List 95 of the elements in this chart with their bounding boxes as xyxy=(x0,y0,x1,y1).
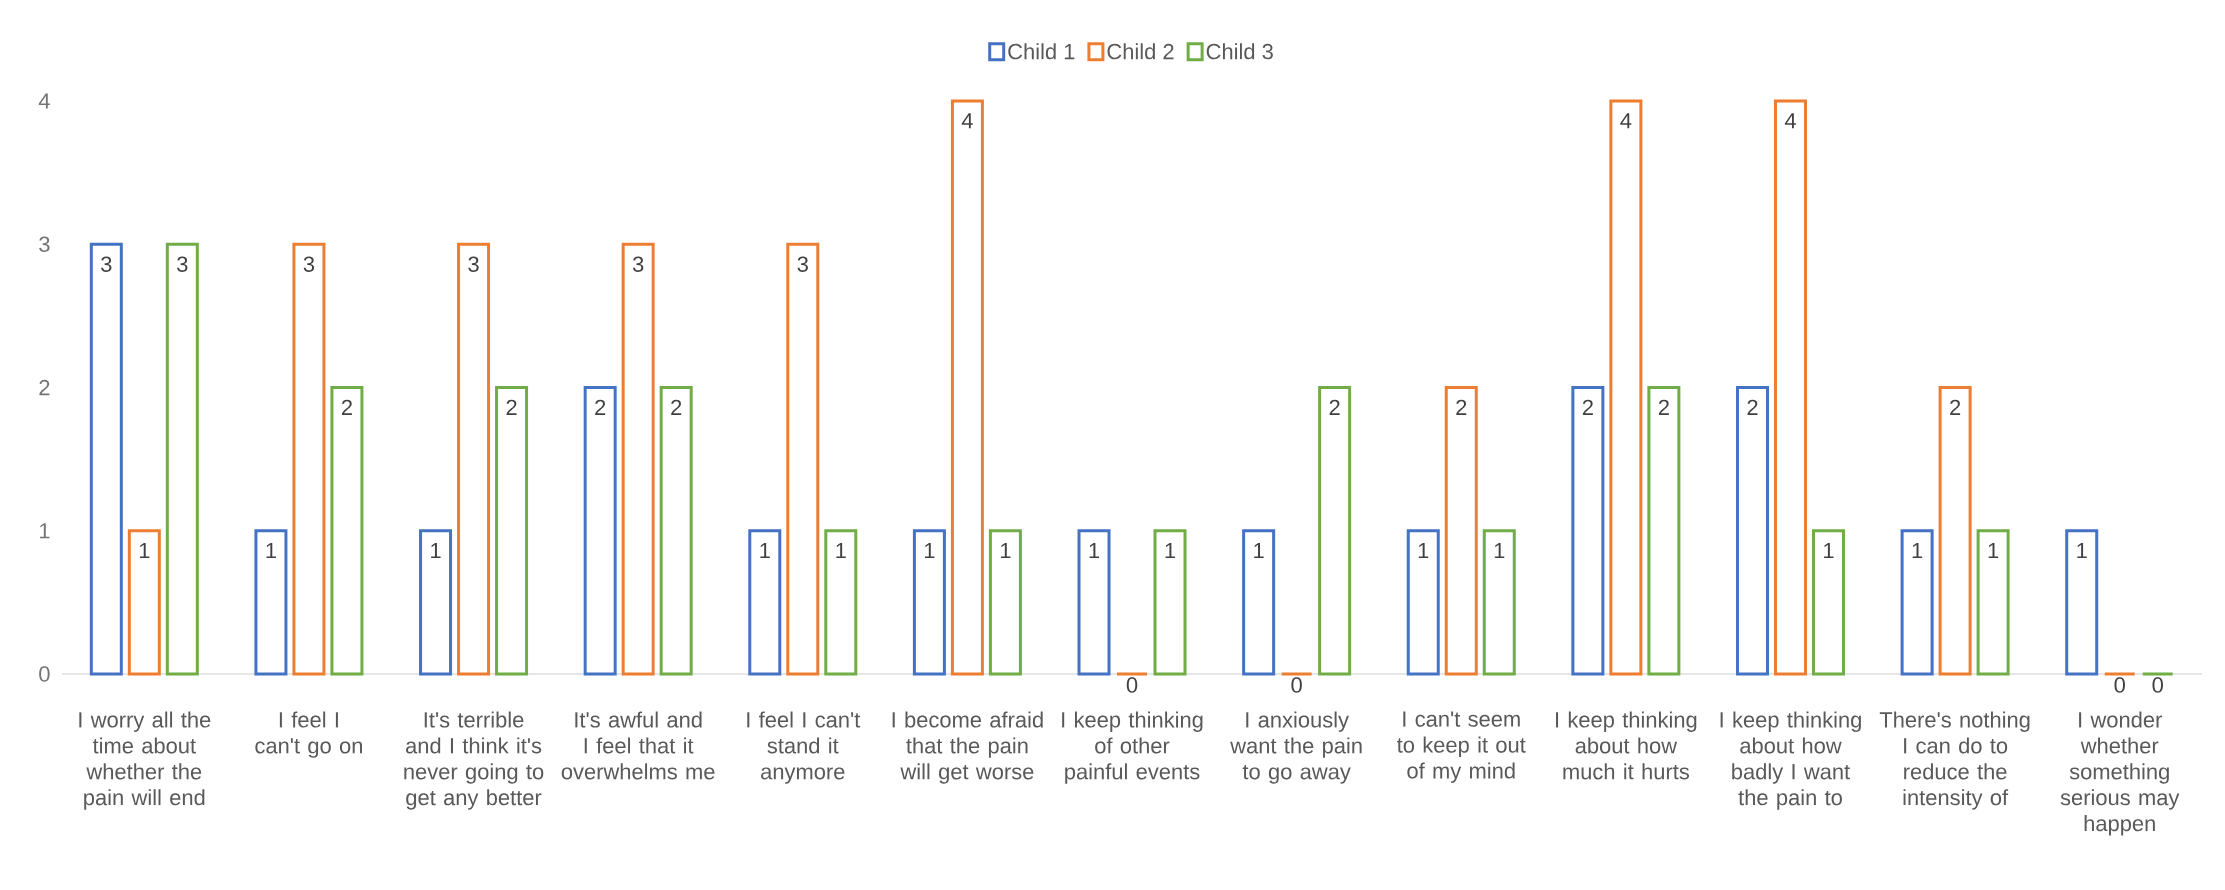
data-label: 3 xyxy=(468,256,479,272)
data-label: 2 xyxy=(595,399,606,415)
legend-label: Child 3 xyxy=(1206,43,1273,60)
data-label: 1 xyxy=(760,542,770,559)
x-tick-label: I worry all the time about whether the pain will end xyxy=(79,711,211,810)
bar xyxy=(1609,99,1643,676)
bar xyxy=(89,242,123,676)
x-tick-label: I keep thinking about how badly I want the pain to xyxy=(1720,711,1861,810)
data-label: 1 xyxy=(1824,542,1834,559)
bar xyxy=(495,385,529,676)
bar xyxy=(748,529,782,676)
y-tick-label: 2 xyxy=(39,379,50,396)
data-label: 2 xyxy=(1582,399,1593,415)
bar xyxy=(1773,99,1807,676)
data-label: 2 xyxy=(506,399,517,415)
x-tick-label: I become afraid that the pain will get worse xyxy=(892,711,1043,784)
data-label: 2 xyxy=(1747,399,1758,415)
data-label: 1 xyxy=(1089,542,1100,559)
bar xyxy=(330,385,364,676)
x-tick-label: I keep thinking about how much it hurts xyxy=(1556,711,1697,780)
data-label: 1 xyxy=(266,542,276,559)
data-label: 1 xyxy=(1254,542,1264,559)
data-label: 0 xyxy=(2152,677,2163,693)
data-label: 2 xyxy=(671,399,682,415)
data-label: 2 xyxy=(1950,399,1961,415)
bar xyxy=(824,529,858,676)
data-label: 4 xyxy=(961,113,973,129)
bar xyxy=(912,529,946,676)
y-tick-label: 3 xyxy=(39,236,50,252)
data-label: 3 xyxy=(177,256,188,272)
y-tick-label: 4 xyxy=(38,93,50,109)
bar xyxy=(419,529,453,676)
x-tick-label: I feel I can't go on xyxy=(255,711,362,758)
bar xyxy=(1976,529,2010,676)
data-label: 1 xyxy=(2077,542,2087,559)
legend-label: Child 1 xyxy=(1008,43,1075,60)
bar xyxy=(659,385,693,676)
data-label: 1 xyxy=(431,542,441,559)
bar xyxy=(1938,385,1972,676)
data-label: 1 xyxy=(1000,542,1011,559)
x-tick-label: I anxiously want the pain to go away xyxy=(1230,711,1362,784)
y-tick-label: 0 xyxy=(39,666,50,682)
data-label: 1 xyxy=(836,542,846,559)
data-label: 1 xyxy=(1912,542,1923,559)
data-label: 4 xyxy=(1784,113,1796,129)
x-tick-label: There's nothing I can do to reduce the intensity of xyxy=(1879,711,2030,810)
data-label: 3 xyxy=(101,256,112,272)
data-label: 1 xyxy=(1988,542,1999,559)
data-label: 3 xyxy=(303,256,315,272)
bar xyxy=(988,529,1022,676)
data-label: 2 xyxy=(1658,399,1669,415)
bar xyxy=(621,242,655,676)
data-label: 0 xyxy=(1126,677,1138,693)
x-tick-label: I keep thinking of other painful events xyxy=(1062,711,1203,784)
bar xyxy=(1571,385,1605,676)
bar xyxy=(786,242,820,676)
bar xyxy=(1242,529,1276,676)
bar xyxy=(1077,529,1111,676)
bar xyxy=(1482,529,1516,676)
x-tick-label: It's terrible and I think it's never going to get any better xyxy=(404,711,544,810)
bar xyxy=(1900,529,1934,676)
bar xyxy=(165,242,199,676)
bar xyxy=(2065,529,2099,676)
y-tick-label: 1 xyxy=(39,523,50,539)
data-label: 2 xyxy=(1456,399,1467,415)
bar xyxy=(1406,529,1440,676)
x-tick-label: I feel I can't stand it anymore xyxy=(747,711,861,784)
bar xyxy=(292,242,326,676)
bar xyxy=(583,385,617,676)
data-label: 3 xyxy=(797,256,808,272)
bar xyxy=(1735,385,1769,676)
data-label: 0 xyxy=(1291,677,1302,693)
data-label: 3 xyxy=(632,256,644,272)
x-tick-label: I wonder whether something serious may happen xyxy=(2060,711,2180,836)
data-label: 2 xyxy=(341,399,352,415)
data-label: 1 xyxy=(1165,542,1176,559)
bar xyxy=(254,529,288,676)
bar xyxy=(457,242,491,676)
bar xyxy=(1444,385,1478,676)
bar xyxy=(1647,385,1681,676)
data-label: 4 xyxy=(1620,113,1632,129)
data-label: 1 xyxy=(1418,542,1429,559)
bar xyxy=(1153,529,1187,676)
data-label: 1 xyxy=(924,542,935,559)
data-label: 1 xyxy=(1494,542,1505,559)
legend-label: Child 2 xyxy=(1107,43,1174,60)
bar xyxy=(950,99,984,676)
x-tick-label: I can't seem to keep it out of my mind xyxy=(1397,711,1526,783)
data-label: 2 xyxy=(1329,399,1340,415)
bar xyxy=(1318,385,1352,676)
data-label: 1 xyxy=(139,542,150,559)
data-label: 0 xyxy=(2114,677,2125,693)
x-tick-label: It's awful and I feel that it overwhelms me xyxy=(561,711,715,780)
bar xyxy=(127,529,161,676)
bar xyxy=(1811,529,1845,676)
